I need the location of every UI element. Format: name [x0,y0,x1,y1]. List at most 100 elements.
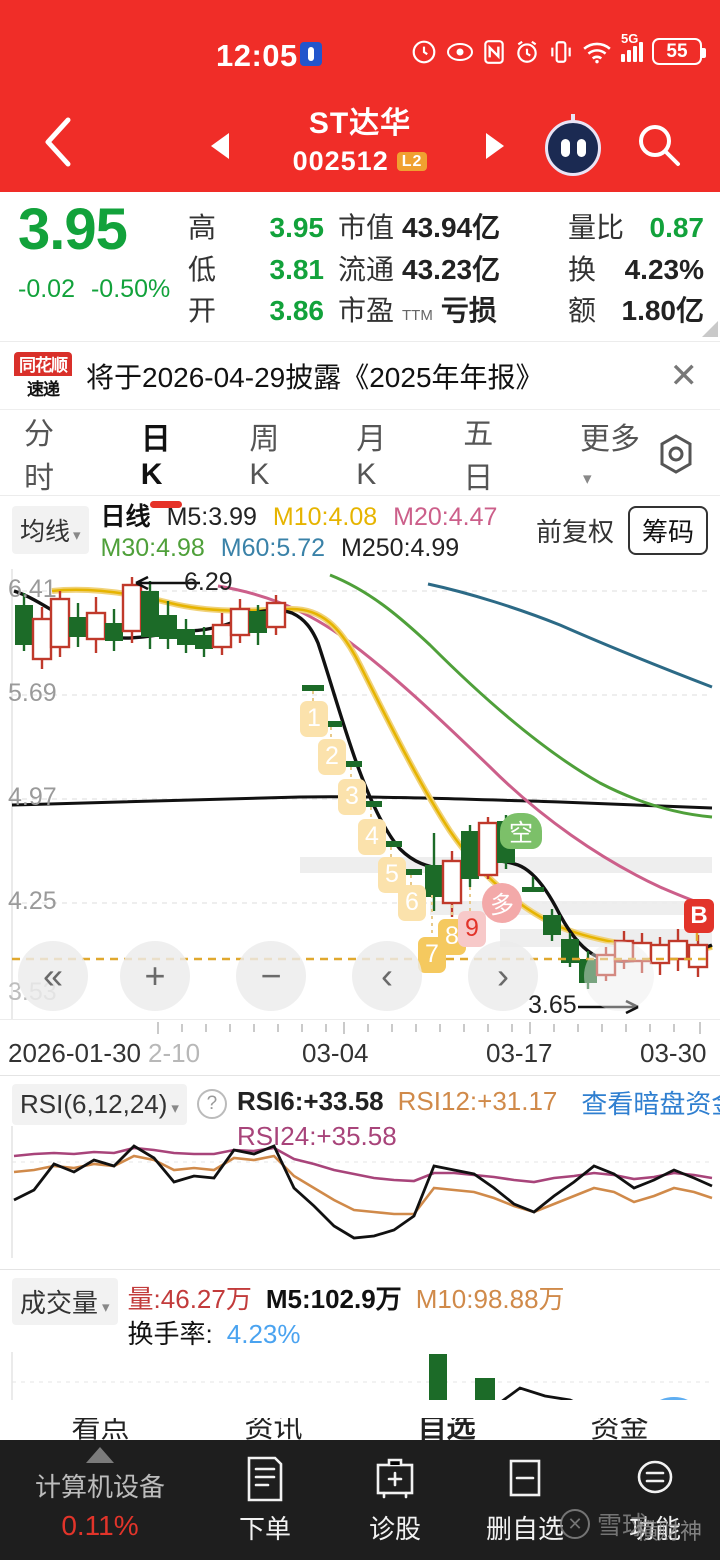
ma-right-controls: 前复权 筹码 [536,506,708,555]
marker-4[interactable]: 4 [358,818,386,855]
rsi-panel[interactable]: RSI(6,12,24) ▾ ? RSI6:+33.58 RSI12:+31.17 … [0,1074,720,1263]
order-button[interactable]: 下单 [200,1455,330,1546]
signal-marker-short[interactable]: 空 [500,812,542,849]
status-icons: 5G 55 [411,31,706,65]
chevron-down-icon: ▾ [582,468,592,488]
page-title: ST达华 [308,107,412,140]
quote-row: 低 3.81 [188,253,324,285]
marker-6[interactable]: 6 [398,884,426,921]
quote-row: 高 3.95 [188,212,324,243]
ma-line-2: M30:4.98 M60:5.72 M250:4.99 [101,533,524,564]
ttm-sup: TTM [402,307,433,324]
question-icon[interactable]: ? [196,1088,227,1119]
chevron-down-icon: ▾ [73,527,81,544]
last-price: 3.95 [18,197,128,262]
functions-button[interactable]: 功能 [590,1455,720,1546]
announcement-banner[interactable]: 同花顺 速递 将于2026-04-29披露《2025年年报》 ✕ [0,342,720,410]
search-icon[interactable] [636,122,682,173]
tab-monthly-k[interactable]: 月K [356,422,387,491]
back-button[interactable] [40,114,80,175]
page-end-button[interactable] [584,940,654,1011]
date-label-2: 03-04 [302,1037,369,1068]
remove-watchlist-button[interactable]: 删自选 [460,1455,590,1546]
marker-2[interactable]: 2 [318,738,346,775]
subtab-funds[interactable]: 资金 [590,1418,649,1440]
chips-button[interactable]: 筹码 [627,506,708,555]
prev-stock-button[interactable] [205,130,235,167]
volume-selector[interactable]: 成交量 ▾ [12,1277,118,1325]
quote-col-ratio: 量比 0.87 换 4.23% 额 1.80亿 [568,200,710,337]
close-icon[interactable]: ✕ [669,356,699,395]
nav-bar: ST达华 002512 L2 [0,92,720,192]
status-bar: 12:05 5G 55 [0,0,720,92]
sector-indicator[interactable]: 计算机设备 0.11% [0,1446,200,1542]
timer-badge-icon [300,42,322,66]
stock-code-row: 002512 L2 [0,146,720,177]
tab-five-day[interactable]: 五日 [463,417,494,495]
banner-text: 将于2026-04-29披露《2025年年报》 [86,361,544,393]
price-chart[interactable]: 6.41 5.69 4.97 4.25 3.53 6.29 3.65 1 2 3… [0,568,720,1019]
volume-ma5: M5:102.9万 [265,1283,402,1314]
nfc-icon [484,39,504,64]
page-left-button[interactable]: ‹ [352,940,422,1011]
quote-main: 3.95 -0.02 -0.50% [10,197,188,337]
marker-9[interactable]: 9 [458,910,486,947]
subtab-news[interactable]: 资讯 [244,1418,303,1440]
triangle-up-icon [86,1446,114,1463]
rewind-button[interactable]: « [18,940,88,1011]
tab-fenshi[interactable]: 分时 [24,417,54,495]
turnover-label: 换手率: 4.23% [127,1318,301,1349]
ai-robot-icon[interactable] [545,114,601,176]
date-ticks [157,1021,701,1034]
rsi24-value: RSI24:+35.58 [236,1120,397,1151]
diagnose-button[interactable]: 诊股 [330,1455,460,1546]
page-right-button[interactable]: › [468,940,538,1011]
menu-icon [637,1460,673,1493]
ma-legend-bar: 均线 ▾ 日线 M5:3.99 M10:4.08 M20:4.47 M30:4.9… [0,496,720,569]
date-axis: 2026-01-30 2-10 03-04 03-17 03-30 [0,1018,720,1075]
chevron-down-icon: ▾ [102,1298,110,1316]
bottom-bar: 计算机设备 0.11% 下单 诊股 删自选 功能 ✕ 雪球: 横财神 [0,1440,720,1560]
remove-watchlist-icon [509,1459,541,1496]
marker-8[interactable]: 8 [438,918,466,955]
diagnose-icon [376,1458,414,1498]
l2-badge: L2 [396,151,428,172]
ma30-value: M30:4.98 [100,534,205,563]
do-not-disturb-icon [412,40,436,63]
battery-icon: 55 [652,38,706,65]
quote-row: 开 3.86 [188,295,324,326]
status-time: 12:05 [216,38,298,73]
wifi-icon [583,42,611,63]
adjust-mode-button[interactable]: 前复权 [535,517,614,547]
chevron-down-icon: ▾ [171,1099,179,1117]
signal-icon: 5G [621,31,643,62]
triangle-left-icon [211,133,229,159]
marker-5[interactable]: 5 [378,856,406,893]
next-stock-button[interactable] [480,130,510,167]
rsi-selector[interactable]: RSI(6,12,24) ▾ [12,1083,187,1125]
quote-panel[interactable]: 3.95 -0.02 -0.50% 高 3.95 低 3.81 开 3.86 市值 43… [0,192,720,342]
quote-row: 市值 43.94亿 [338,212,501,243]
rsi-chart [0,1125,720,1263]
zoom-in-button[interactable]: + [120,940,190,1011]
subtab-watchlist[interactable]: 自选 [417,1418,476,1440]
chart-settings-icon[interactable] [654,432,698,481]
tab-daily-k[interactable]: 日K [135,414,198,508]
ma-selector[interactable]: 均线 ▾ [12,506,89,554]
marker-3[interactable]: 3 [338,778,366,815]
subtab-highlights[interactable]: 看点 [71,1418,130,1440]
quote-col-ohl: 高 3.95 低 3.81 开 3.86 [188,200,338,337]
dark-pool-link[interactable]: 查看暗盘资金 [581,1088,720,1119]
zoom-out-button[interactable]: − [236,940,306,1011]
quote-row: 流通 43.23亿 [338,253,501,285]
tab-weekly-k[interactable]: 周K [249,422,280,491]
ths-logo-icon: 同花顺 速递 [14,351,72,400]
expand-corner-icon[interactable] [702,321,718,337]
date-label-3: 03-17 [486,1037,553,1068]
candle-series [15,576,709,989]
marker-1[interactable]: 1 [300,700,328,737]
signal-marker-buy[interactable]: B [684,898,714,933]
rsi-header: RSI(6,12,24) ▾ ? RSI6:+33.58 RSI12:+31.17 … [0,1076,720,1154]
signal-marker-long[interactable]: 多 [482,882,522,923]
tab-more[interactable]: 更多▾ [579,422,640,488]
